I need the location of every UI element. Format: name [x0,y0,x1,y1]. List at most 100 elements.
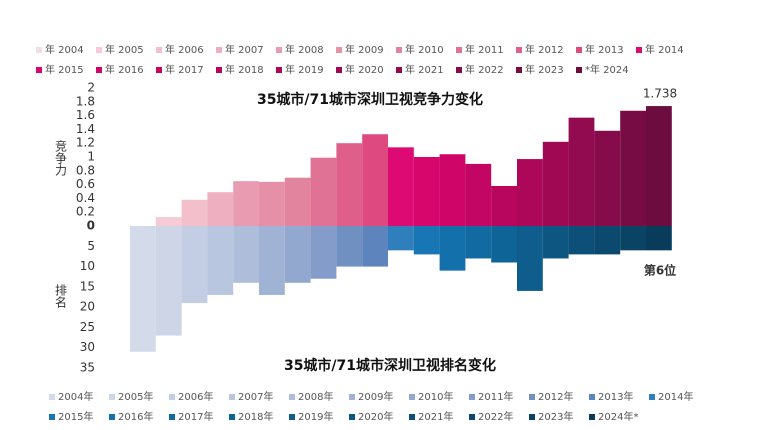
bar [542,141,569,226]
legend-label: 2016年 [118,410,153,423]
y-tick-label: 25 [80,320,95,334]
bar [362,226,388,267]
legend-label: 年 2019 [285,63,324,76]
bar [388,147,414,226]
bar [181,199,208,226]
legend-label: 2009年 [358,390,393,403]
legend-swatch [336,67,342,73]
annotation: 1.738 [643,87,677,101]
bar [439,226,466,271]
y-tick-label: 5 [87,239,95,253]
bar [155,217,182,226]
y-tick-label: 1.4 [76,122,95,136]
bar [465,163,492,226]
legend-label: 年 2014 [645,43,684,56]
legend-label: 2010年 [418,390,453,403]
bar [207,226,234,295]
bar [491,226,517,263]
legend-label: 年 2006 [165,43,204,56]
bar [413,226,440,255]
chart-title: 35城市/71城市深圳卫视排名变化 [284,357,496,374]
legend-label: 年 2020 [345,63,384,76]
legend-swatch [49,414,55,420]
legend-label: 年 2018 [225,63,264,76]
bar [620,110,646,226]
legend-label: 年 2022 [465,63,504,76]
bar [181,226,208,304]
legend-label: 2019年 [298,410,333,423]
legend-swatch [589,414,595,420]
bar [233,226,259,283]
legend-swatch [576,47,582,53]
legend-swatch [576,67,582,73]
legend-swatch [649,394,655,400]
legend-label: 年 2013 [585,43,624,56]
legend-swatch [529,414,535,420]
legend-label: *年 2024 [585,63,629,76]
legend-label: 2014年 [658,390,693,403]
legend-swatch [409,414,415,420]
legend-swatch [156,47,162,53]
y-tick-label: 0.6 [76,177,95,191]
legend-label: 2017年 [178,410,213,423]
legend-swatch [516,47,522,53]
legend-label: 2011年 [478,390,513,403]
legend-swatch [589,394,595,400]
legend-label: 2020年 [358,410,393,423]
bar [336,226,363,267]
legend-swatch [336,47,342,53]
bar [207,192,234,226]
legend-swatch [169,394,175,400]
legend-swatch [396,67,402,73]
bar [594,226,621,255]
y-tick-label: 0 [87,219,95,233]
legend-swatch [109,394,115,400]
legend-swatch [36,47,42,53]
legend-label: 年 2009 [345,43,384,56]
legend-swatch [456,67,462,73]
legend-swatch [96,47,102,53]
legend-label: 2015年 [58,410,93,423]
legend-swatch [289,414,295,420]
bar [310,157,337,226]
legend-label: 2007年 [238,390,273,403]
bar [542,226,569,259]
y-tick-label: 1.2 [76,136,95,150]
legend-label: 2005年 [118,390,153,403]
bar [517,226,543,291]
legend-swatch [156,67,162,73]
bar [568,226,595,255]
legend-label: 年 2017 [165,63,204,76]
legend-label: 年 2007 [225,43,264,56]
bar [388,226,414,251]
bar [310,226,337,279]
legend-label: 年 2016 [105,63,144,76]
y-tick-label: 0.2 [76,205,95,219]
legend-swatch [216,47,222,53]
legend-label: 年 2021 [405,63,444,76]
bar [413,157,440,226]
legend-swatch [96,67,102,73]
legend-label: 2006年 [178,390,213,403]
legend-swatch [469,414,475,420]
legend-swatch [636,47,642,53]
legend-swatch [349,394,355,400]
legend-swatch [109,414,115,420]
legend-swatch [469,394,475,400]
legend-swatch [289,394,295,400]
legend-label: 年 2023 [525,63,564,76]
legend-swatch [169,414,175,420]
legend-label: 2008年 [298,390,333,403]
bar [439,154,466,226]
legend-swatch [36,67,42,73]
bar [517,159,543,226]
legend-label: 年 2005 [105,43,144,56]
legend-label: 2022年 [478,410,513,423]
legend-swatch [276,67,282,73]
legend-label: 年 2015 [45,63,84,76]
legend-swatch [49,394,55,400]
y-tick-label: 2 [87,81,95,95]
bar [646,226,672,251]
y-tick-label: 15 [80,279,95,293]
